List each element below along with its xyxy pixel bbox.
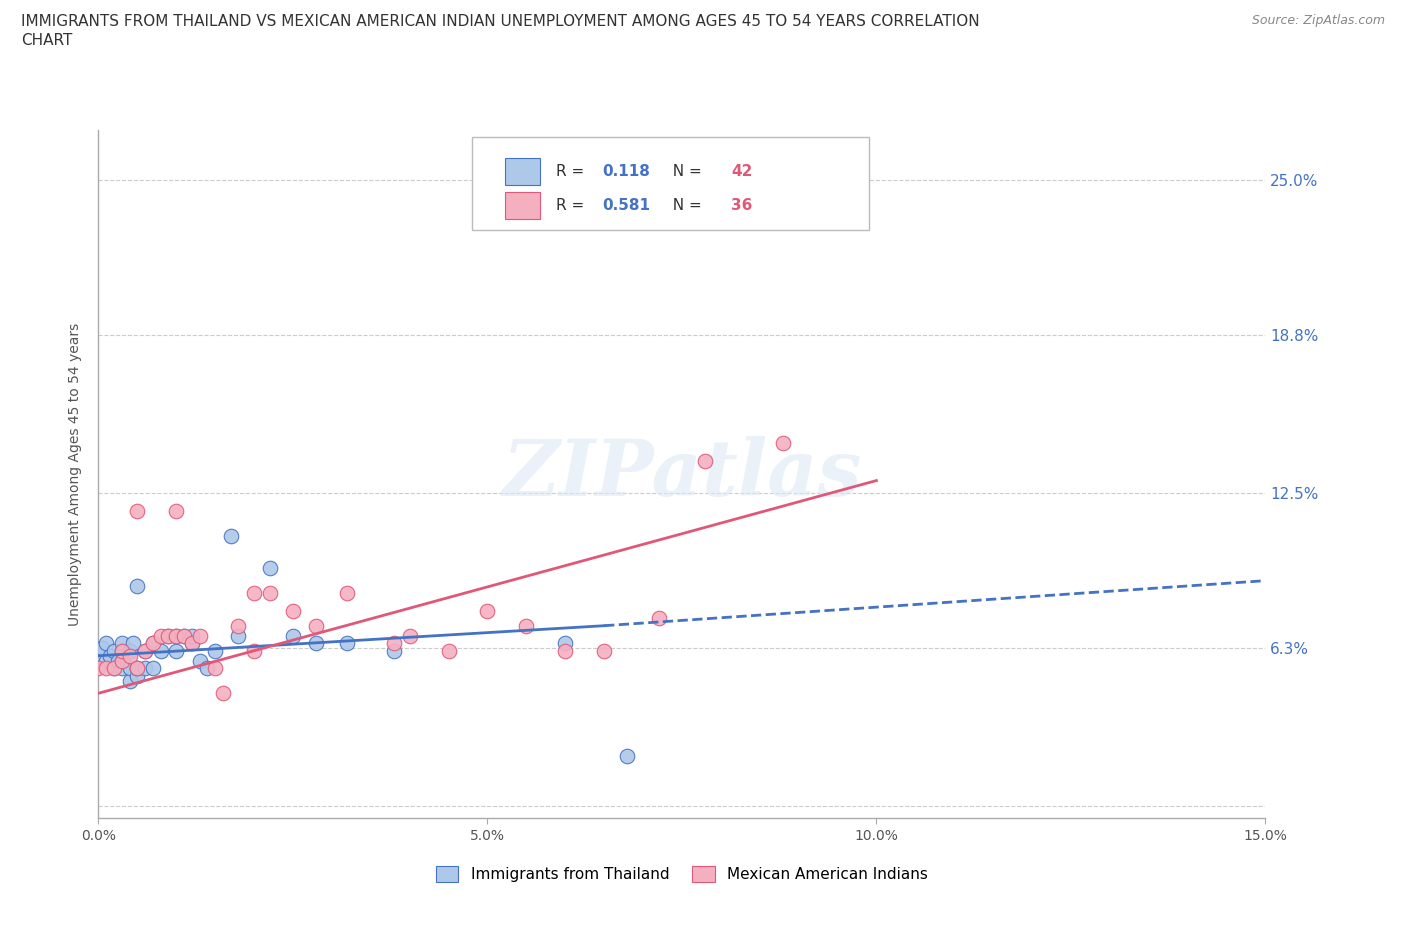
Point [647, 611, 669, 626]
Text: R =: R = [555, 165, 589, 179]
Point [554, 636, 576, 651]
Point [91, 641, 114, 656]
Point [96, 636, 118, 651]
Point [111, 661, 134, 676]
Text: 0.581: 0.581 [603, 198, 651, 213]
Point [118, 644, 141, 658]
Point [336, 586, 359, 601]
Point [96, 653, 118, 668]
Point [188, 653, 211, 668]
Bar [505, 158, 540, 185]
Point [98, 648, 121, 663]
Point [772, 435, 794, 450]
Text: CHART: CHART [21, 33, 73, 47]
Point [212, 685, 235, 700]
Text: N =: N = [664, 198, 707, 213]
Point [127, 503, 149, 518]
Point [180, 636, 202, 651]
Text: Source: ZipAtlas.com: Source: ZipAtlas.com [1251, 14, 1385, 27]
Point [180, 629, 202, 644]
Point [127, 669, 149, 684]
Point [188, 629, 211, 644]
Point [111, 636, 134, 651]
Text: 42: 42 [731, 165, 752, 179]
Point [103, 661, 125, 676]
Point [554, 644, 576, 658]
Point [149, 644, 172, 658]
Point [165, 503, 187, 518]
Point [149, 629, 172, 644]
Point [87, 648, 110, 663]
Point [593, 644, 616, 658]
Point [336, 636, 359, 651]
Point [118, 648, 141, 663]
Point [219, 528, 242, 543]
Text: R =: R = [555, 198, 589, 213]
Text: ZIPatlas: ZIPatlas [502, 436, 862, 512]
Point [134, 661, 156, 676]
Point [127, 578, 149, 593]
Point [157, 629, 180, 644]
Point [259, 586, 281, 601]
Point [157, 629, 180, 644]
Point [243, 644, 266, 658]
Point [87, 661, 110, 676]
FancyBboxPatch shape [472, 137, 869, 230]
Point [165, 629, 187, 644]
Point [142, 636, 165, 651]
Legend: Immigrants from Thailand, Mexican American Indians: Immigrants from Thailand, Mexican Americ… [427, 858, 936, 890]
Point [204, 644, 226, 658]
Point [127, 661, 149, 676]
Point [118, 673, 141, 688]
Point [111, 644, 134, 658]
Point [195, 661, 218, 676]
Bar [505, 192, 540, 219]
Point [103, 644, 125, 658]
Point [204, 661, 226, 676]
Point [243, 586, 266, 601]
Point [173, 629, 195, 644]
Point [228, 629, 250, 644]
Point [259, 561, 281, 576]
Text: 0.118: 0.118 [603, 165, 651, 179]
Point [142, 661, 165, 676]
Point [103, 661, 125, 676]
Text: 36: 36 [731, 198, 752, 213]
Point [111, 644, 134, 658]
Point [134, 644, 156, 658]
Point [142, 636, 165, 651]
Point [281, 629, 304, 644]
Point [134, 644, 156, 658]
Point [305, 618, 328, 633]
Point [122, 636, 145, 651]
Point [382, 644, 405, 658]
Point [173, 629, 195, 644]
Point [118, 661, 141, 676]
Point [165, 629, 187, 644]
Y-axis label: Unemployment Among Ages 45 to 54 years: Unemployment Among Ages 45 to 54 years [69, 323, 83, 626]
Point [96, 661, 118, 676]
Point [111, 653, 134, 668]
Point [228, 618, 250, 633]
Point [111, 653, 134, 668]
Point [127, 661, 149, 676]
Point [437, 644, 460, 658]
Point [107, 653, 129, 668]
Point [398, 629, 420, 644]
Point [616, 749, 638, 764]
Point [382, 636, 405, 651]
Point [695, 453, 717, 468]
Point [281, 604, 304, 618]
Point [305, 636, 328, 651]
Text: N =: N = [664, 165, 707, 179]
Point [165, 644, 187, 658]
Point [515, 618, 537, 633]
Text: IMMIGRANTS FROM THAILAND VS MEXICAN AMERICAN INDIAN UNEMPLOYMENT AMONG AGES 45 T: IMMIGRANTS FROM THAILAND VS MEXICAN AMER… [21, 14, 980, 29]
Point [180, 636, 202, 651]
Point [477, 604, 499, 618]
